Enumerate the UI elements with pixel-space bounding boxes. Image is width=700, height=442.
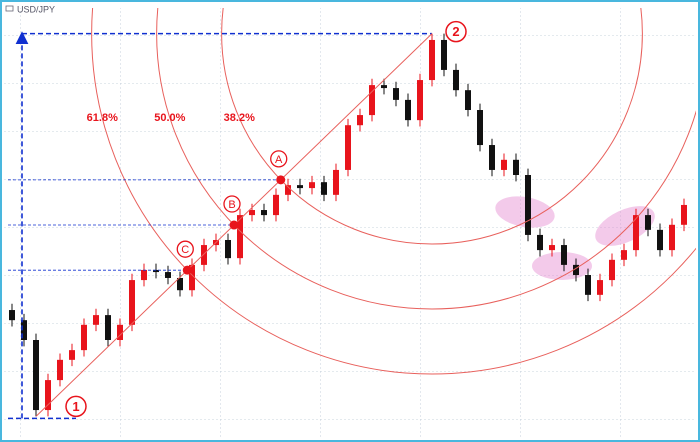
candle-body	[657, 229, 663, 251]
candle-body	[225, 239, 231, 259]
candle-body	[585, 275, 591, 295]
candle-body	[273, 194, 279, 216]
chart-title: USD/JPY	[17, 4, 55, 14]
candle-body	[573, 264, 579, 276]
candle-body	[537, 234, 543, 251]
candle-body	[285, 185, 291, 195]
candle-body	[441, 39, 447, 70]
grid	[4, 8, 696, 438]
candle-body	[69, 350, 75, 360]
candle-body	[153, 269, 159, 273]
fib-point	[182, 265, 192, 275]
highlight	[595, 206, 655, 246]
plot-area	[9, 8, 696, 417]
fib-label: 61.8%	[87, 112, 118, 124]
candle-body	[633, 215, 639, 251]
fib-arc	[91, 8, 696, 375]
candle-body	[525, 175, 531, 235]
point-label: A	[275, 154, 283, 166]
candle-body	[345, 125, 351, 170]
point-badge	[176, 240, 194, 258]
candle-body	[513, 159, 519, 176]
candle-body	[369, 85, 375, 116]
candle-body	[417, 80, 423, 121]
candle-body	[177, 277, 183, 291]
fib-label: 50.0%	[154, 112, 185, 124]
candle-body	[33, 340, 39, 411]
fib-arc	[221, 8, 643, 245]
candle-body	[81, 324, 87, 351]
point-badge	[270, 150, 288, 168]
candle-body	[105, 315, 111, 341]
candle-body	[237, 215, 243, 259]
candle-body	[357, 115, 363, 126]
candle-body	[393, 88, 399, 100]
swing-label: 2	[452, 24, 459, 39]
point-label: C	[181, 244, 189, 256]
candle-body	[621, 250, 627, 260]
candle-body	[297, 185, 303, 189]
candle-body	[21, 320, 27, 341]
candle-body	[477, 110, 483, 146]
fib-label: 38.2%	[224, 112, 255, 124]
candle-body	[429, 39, 435, 81]
candle-body	[681, 204, 687, 225]
candle-body	[453, 69, 459, 91]
candle-body	[189, 264, 195, 291]
candle-body	[549, 245, 555, 251]
candle-body	[309, 182, 315, 189]
candle-body	[669, 224, 675, 251]
candle-body	[381, 85, 387, 89]
candle-body	[609, 259, 615, 281]
swing-badge	[445, 20, 467, 43]
point-label: B	[228, 199, 235, 211]
swing-badge	[65, 395, 87, 418]
candle-body	[321, 182, 327, 195]
candle-body	[597, 280, 603, 295]
candle-body	[489, 145, 495, 170]
candle-body	[201, 245, 207, 265]
point-badge	[223, 195, 241, 213]
candle-body	[165, 272, 171, 278]
candle-body	[93, 315, 99, 325]
candle-body	[45, 380, 51, 411]
candle-body	[141, 269, 147, 281]
fib-point	[276, 175, 286, 185]
candle-body	[249, 210, 255, 216]
swing-label: 1	[72, 399, 79, 414]
fib-point	[229, 220, 239, 230]
candle-body	[405, 99, 411, 121]
candle-body	[129, 280, 135, 325]
candle-body	[561, 245, 567, 265]
candle-body	[117, 324, 123, 341]
candle-body	[465, 90, 471, 111]
candle-body	[333, 169, 339, 195]
title-icon	[5, 5, 14, 12]
candle-body	[261, 210, 267, 216]
candle-body	[501, 159, 507, 170]
fib-arc	[156, 8, 696, 310]
candle-body	[645, 215, 651, 230]
candle-body	[57, 359, 63, 381]
candle-body	[9, 310, 15, 321]
